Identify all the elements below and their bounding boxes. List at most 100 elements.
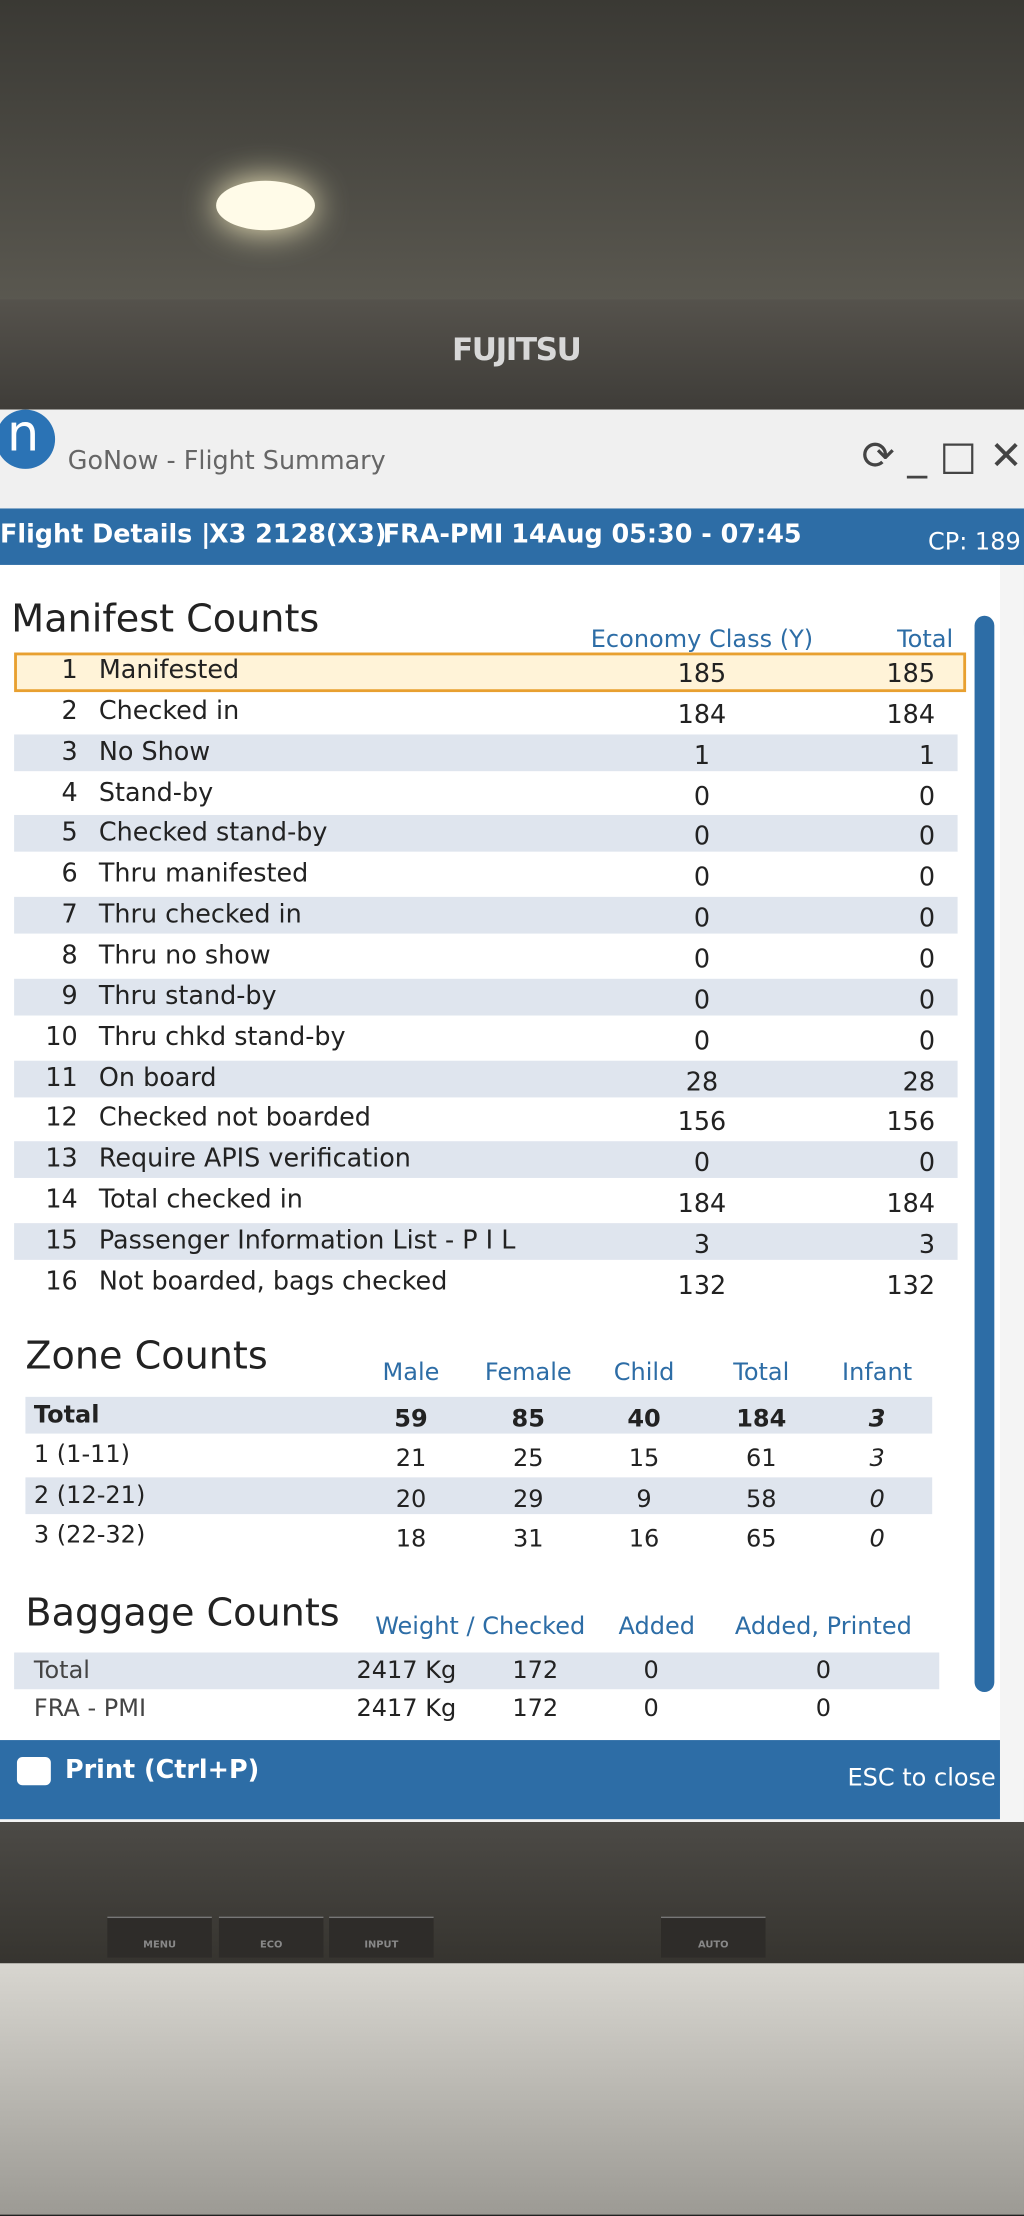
cell-value: 1 [918, 741, 936, 771]
monitor-brand: FUJITSU [451, 333, 582, 369]
print-icon [16, 1757, 51, 1786]
row-number: 11 [45, 1062, 78, 1093]
cell-value: 85 [511, 1404, 545, 1433]
cell-value: 184 [886, 700, 936, 730]
window-title: GoNow - Flight Summary [67, 446, 386, 476]
row-number: 5 [61, 818, 78, 848]
cell-value: 0 [918, 944, 936, 975]
cell-value: 0 [643, 1656, 659, 1685]
row-label: 2 (12-21) [33, 1480, 146, 1510]
flight-date: 14Aug 05:30 - 07:45 [511, 519, 802, 550]
row-label: 3 (22-32) [33, 1521, 146, 1550]
cell-value: 0 [815, 1694, 832, 1723]
flight-number: X3 2128(X3) [209, 519, 387, 550]
cell-value: 156 [677, 1107, 727, 1138]
row-number: 9 [61, 981, 78, 1011]
row-number: 12 [45, 1103, 78, 1134]
scrollbar [974, 615, 995, 1693]
cell-value: 172 [512, 1656, 559, 1685]
column-header: Added, Printed [734, 1612, 912, 1641]
cell-value: 28 [685, 1067, 719, 1097]
footer-bar [0, 1740, 1000, 1820]
cell-value: 0 [918, 1026, 936, 1056]
row-shade [25, 1477, 933, 1515]
row-label: 1 (1-11) [33, 1440, 131, 1469]
cell-value: 3 [918, 1230, 936, 1260]
cell-value: 132 [677, 1270, 727, 1301]
row-label: Stand-by [98, 777, 214, 808]
monitor-button[interactable] [107, 1916, 212, 1958]
cell-value: 3 [693, 1230, 711, 1260]
header-bar [0, 508, 1024, 565]
monitor-button[interactable] [218, 1916, 324, 1958]
cell-value: 0 [693, 985, 711, 1016]
cell-value: 29 [512, 1485, 544, 1514]
row-selected [14, 652, 967, 693]
cell-value: 2417 Kg [356, 1656, 457, 1685]
cell-value: 2417 Kg [356, 1694, 457, 1723]
column-header: Added [618, 1612, 696, 1641]
row-label: Passenger Information List - P I L [98, 1225, 516, 1256]
row-shade [14, 1652, 940, 1690]
cell-value: 0 [918, 985, 936, 1016]
window-controls[interactable]: ⟳ _ □ ✕ [861, 432, 1023, 479]
row-shade [14, 815, 958, 853]
print-button[interactable]: Print (Ctrl+P) [64, 1755, 260, 1786]
column-header: Child [613, 1358, 675, 1387]
cell-value: 18 [395, 1525, 427, 1554]
column-header: Infant [842, 1358, 913, 1387]
cell-value: 20 [395, 1485, 427, 1514]
cell-value: 184 [886, 1189, 936, 1219]
cell-value: 0 [693, 863, 711, 893]
row-number: 16 [45, 1266, 78, 1297]
title-bar [0, 409, 1024, 509]
header-label: Flight Details | [0, 519, 211, 550]
cell-value: 184 [677, 1189, 727, 1219]
cell-value: 0 [693, 944, 711, 975]
row-label: Checked in [98, 696, 240, 726]
cell-value: 0 [693, 1026, 711, 1056]
column-header: Weight / Checked [375, 1612, 586, 1641]
cell-value: 0 [815, 1656, 832, 1685]
row-shade [14, 1141, 958, 1179]
row-number: 2 [61, 696, 78, 726]
row-label: Thru no show [98, 940, 271, 971]
cell-value: 0 [869, 1525, 885, 1554]
row-label: No Show [98, 736, 211, 767]
monitor-button-label: MENU [143, 1938, 177, 1950]
floor [0, 1963, 1024, 2215]
app-icon-bg [0, 409, 56, 469]
close-button[interactable]: ESC to close [847, 1764, 996, 1793]
row-label: Thru checked in [98, 899, 302, 930]
cell-value: 0 [693, 781, 711, 812]
row-shade [14, 978, 958, 1016]
row-shade [14, 734, 958, 771]
cell-value: 0 [693, 822, 711, 853]
cell-value: 184 [677, 700, 727, 730]
row-number: 13 [45, 1144, 78, 1174]
monitor-button[interactable] [661, 1916, 766, 1958]
column-header: Economy Class (Y) [590, 624, 814, 654]
row-label: Thru manifested [98, 859, 309, 889]
monitor-button[interactable] [329, 1916, 434, 1958]
row-label: Manifested [98, 655, 240, 686]
cell-value: 21 [395, 1444, 427, 1474]
cell-value: 184 [736, 1404, 787, 1433]
cell-value: 28 [902, 1067, 936, 1097]
row-label: Checked not boarded [98, 1103, 371, 1134]
row-shade [14, 1060, 958, 1097]
cell-value: 0 [918, 863, 936, 893]
cell-value: 3 [869, 1444, 885, 1474]
cell-value: 0 [918, 781, 936, 812]
row-label: Thru stand-by [98, 981, 277, 1011]
ceiling [0, 0, 1024, 304]
row-label: Total [33, 1656, 90, 1685]
monitor-button-label: ECO [259, 1938, 283, 1950]
cell-value: 0 [918, 1148, 936, 1179]
cell-value: 172 [512, 1694, 559, 1723]
section-title: Zone Counts [25, 1334, 268, 1378]
cell-value: 65 [745, 1525, 777, 1554]
row-label: Not boarded, bags checked [98, 1266, 448, 1297]
row-label: Total [33, 1400, 100, 1429]
